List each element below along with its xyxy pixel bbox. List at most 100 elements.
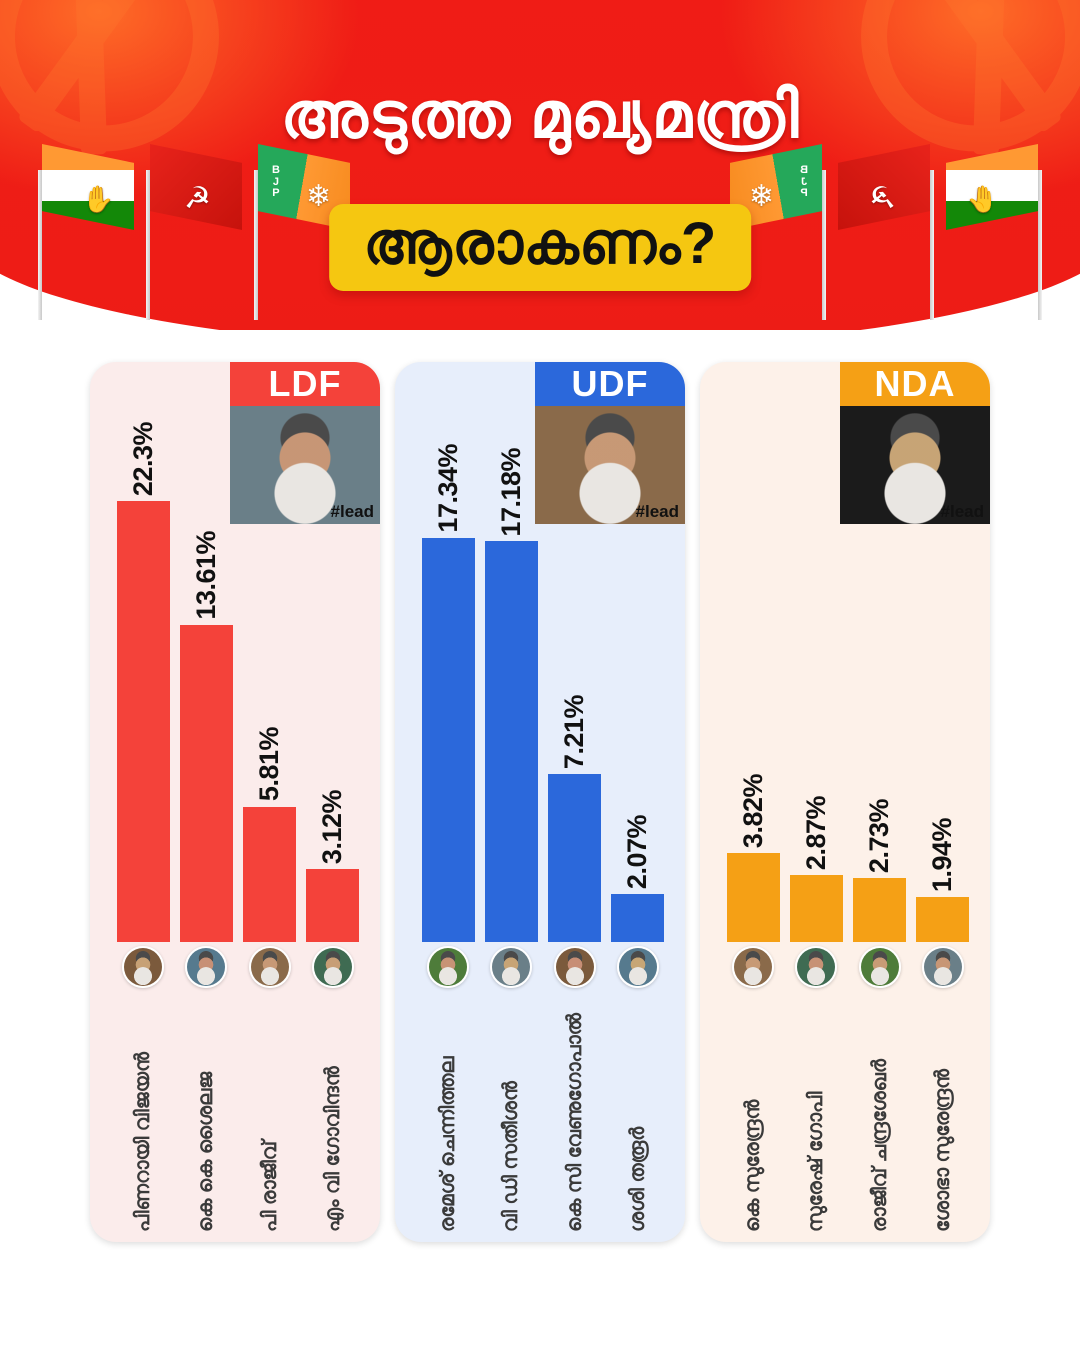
candidate-name-label: സുരേഷ് ഗോപി xyxy=(805,1091,828,1232)
congress-hand-icon: ✋ xyxy=(82,184,115,214)
bar-column[interactable]: 13.61% xyxy=(177,422,235,942)
bar-value-label: 3.12% xyxy=(317,790,348,865)
flag-pole xyxy=(1038,170,1042,320)
bar-value-label: 17.18% xyxy=(495,447,526,537)
bars-row: 3.82% 2.87% 2.73% 1.94% xyxy=(724,422,972,942)
avatar[interactable] xyxy=(427,946,469,988)
lead-tag: #lead xyxy=(635,502,679,521)
bar[interactable] xyxy=(548,773,602,942)
candidate-face-image xyxy=(492,948,531,986)
bar-value-label: 2.73% xyxy=(864,799,895,874)
avatar-wrap xyxy=(419,946,477,988)
bar-value-label: 5.81% xyxy=(254,727,285,802)
avatar[interactable] xyxy=(858,946,901,988)
front-badge-udf: UDF #lead xyxy=(535,362,685,524)
bar-column[interactable]: 2.07% xyxy=(609,422,667,942)
bar-column[interactable]: 2.73% xyxy=(851,422,909,942)
bar[interactable] xyxy=(916,896,970,942)
bar-chart-udf: 17.34% 17.18% 7.21% 2.07% രമേശ് ചെന്നിത്തല വി… xyxy=(413,362,673,1242)
candidate-name-label: പിണറായി വിജയൻ xyxy=(132,1052,154,1232)
bar-column[interactable]: 5.81% xyxy=(241,422,299,942)
avatar-wrap xyxy=(609,946,667,988)
front-panel-ldf[interactable]: LDF #lead 22.3% 13.61% 5.81% 3.12% പിണറായി വിജ… xyxy=(90,362,380,1242)
name-column: പിണറായി വിജയൻ xyxy=(114,992,172,1232)
candidate-name-label: ശോഭാ സുരേന്ദ്രൻ xyxy=(931,1069,954,1232)
avatar-wrap xyxy=(914,946,972,988)
avatar-wrap xyxy=(851,946,909,988)
bar[interactable] xyxy=(243,806,297,942)
avatars-row xyxy=(419,945,667,989)
name-column: കെ കെ ശൈലജ xyxy=(177,992,235,1232)
candidate-face-image xyxy=(797,948,836,986)
front-badge-ldf: LDF #lead xyxy=(230,362,380,524)
avatar[interactable] xyxy=(490,946,533,988)
avatar[interactable] xyxy=(185,946,228,988)
avatar[interactable] xyxy=(732,946,774,988)
name-column: എം വി ഗോവിന്ദൻ xyxy=(304,992,362,1232)
candidate-name-label: കെ സി വേണുഗോപാൽ xyxy=(563,1013,586,1232)
front-badge-label: UDF xyxy=(535,362,685,406)
candidate-face-image xyxy=(429,948,467,986)
avatar-wrap xyxy=(114,946,172,988)
name-column: ശശി തരൂർ xyxy=(609,992,667,1232)
bar-value-label: 22.3% xyxy=(127,422,158,497)
candidate-name-label: വി ഡി സതീശൻ xyxy=(500,1081,523,1232)
bar-column[interactable]: 7.21% xyxy=(546,422,604,942)
names-row: രമേശ് ചെന്നിത്തല വി ഡി സതീശൻ കെ സി വേണുഗോപ… xyxy=(419,992,667,1232)
bar[interactable] xyxy=(484,541,538,942)
avatar-wrap xyxy=(304,946,362,988)
name-column: കെ സി വേണുഗോപാൽ xyxy=(546,992,604,1232)
avatar-wrap xyxy=(241,946,299,988)
candidate-name-label: പി രാജീവ് xyxy=(258,1140,281,1232)
names-row: കെ സുരേന്ദ്രൻ സുരേഷ് ഗോപി രാജീവ് ചന്ദ്രശേഖ… xyxy=(724,992,972,1232)
bar[interactable] xyxy=(789,875,843,942)
avatar[interactable] xyxy=(122,946,164,988)
lead-tag: #lead xyxy=(330,502,374,521)
flag-pole xyxy=(822,170,826,320)
bar-value-label: 1.94% xyxy=(927,817,958,892)
lotus-icon: ❄ xyxy=(748,180,774,213)
bar-column[interactable]: 3.12% xyxy=(304,422,362,942)
page-subtitle-box: ആരാകണം? xyxy=(329,204,751,291)
congress-hand-icon: ✋ xyxy=(965,184,998,214)
bar-column[interactable]: 17.18% xyxy=(482,422,540,942)
leader-face-image xyxy=(230,406,380,524)
name-column: കെ സുരേന്ദ്രൻ xyxy=(724,992,782,1232)
front-badge-label: NDA xyxy=(840,362,990,406)
avatar[interactable] xyxy=(311,946,354,988)
name-column: രമേശ് ചെന്നിത്തല xyxy=(419,992,477,1232)
avatar[interactable] xyxy=(248,946,291,988)
bar-value-label: 7.21% xyxy=(559,694,590,769)
avatar-wrap xyxy=(724,946,782,988)
front-panel-nda[interactable]: NDA #lead 3.82% 2.87% 2.73% 1.94% കെ സുരേന്ദ്ര… xyxy=(700,362,990,1242)
avatar[interactable] xyxy=(616,946,659,988)
candidate-name-label: എം വി ഗോവിന്ദൻ xyxy=(321,1066,344,1232)
avatar[interactable] xyxy=(795,946,838,988)
candidate-name-label: കെ സുരേന്ദ്രൻ xyxy=(742,1099,764,1232)
flag-pole xyxy=(254,170,258,320)
avatar[interactable] xyxy=(921,946,964,988)
lead-tag: #lead xyxy=(940,502,984,521)
bar-column[interactable]: 22.3% xyxy=(114,422,172,942)
avatar-wrap xyxy=(482,946,540,988)
bar-column[interactable]: 2.87% xyxy=(787,422,845,942)
name-column: പി രാജീവ് xyxy=(241,992,299,1232)
front-leader-photo: #lead xyxy=(535,406,685,524)
bar[interactable] xyxy=(853,878,907,942)
bar[interactable] xyxy=(116,501,170,942)
bar[interactable] xyxy=(726,852,780,942)
bar[interactable] xyxy=(306,869,360,942)
bars-row: 22.3% 13.61% 5.81% 3.12% xyxy=(114,422,362,942)
candidate-face-image xyxy=(618,948,657,986)
avatar-wrap xyxy=(177,946,235,988)
bar[interactable] xyxy=(421,537,475,942)
bar[interactable] xyxy=(179,624,233,942)
front-panel-udf[interactable]: UDF #lead 17.34% 17.18% 7.21% 2.07% രമേശ് ചെന്… xyxy=(395,362,685,1242)
bar-value-label: 13.61% xyxy=(190,531,221,620)
bar-column[interactable]: 17.34% xyxy=(419,422,477,942)
bar-column[interactable]: 1.94% xyxy=(914,422,972,942)
bar[interactable] xyxy=(611,893,665,942)
bar-column[interactable]: 3.82% xyxy=(724,422,782,942)
avatar[interactable] xyxy=(553,946,596,988)
